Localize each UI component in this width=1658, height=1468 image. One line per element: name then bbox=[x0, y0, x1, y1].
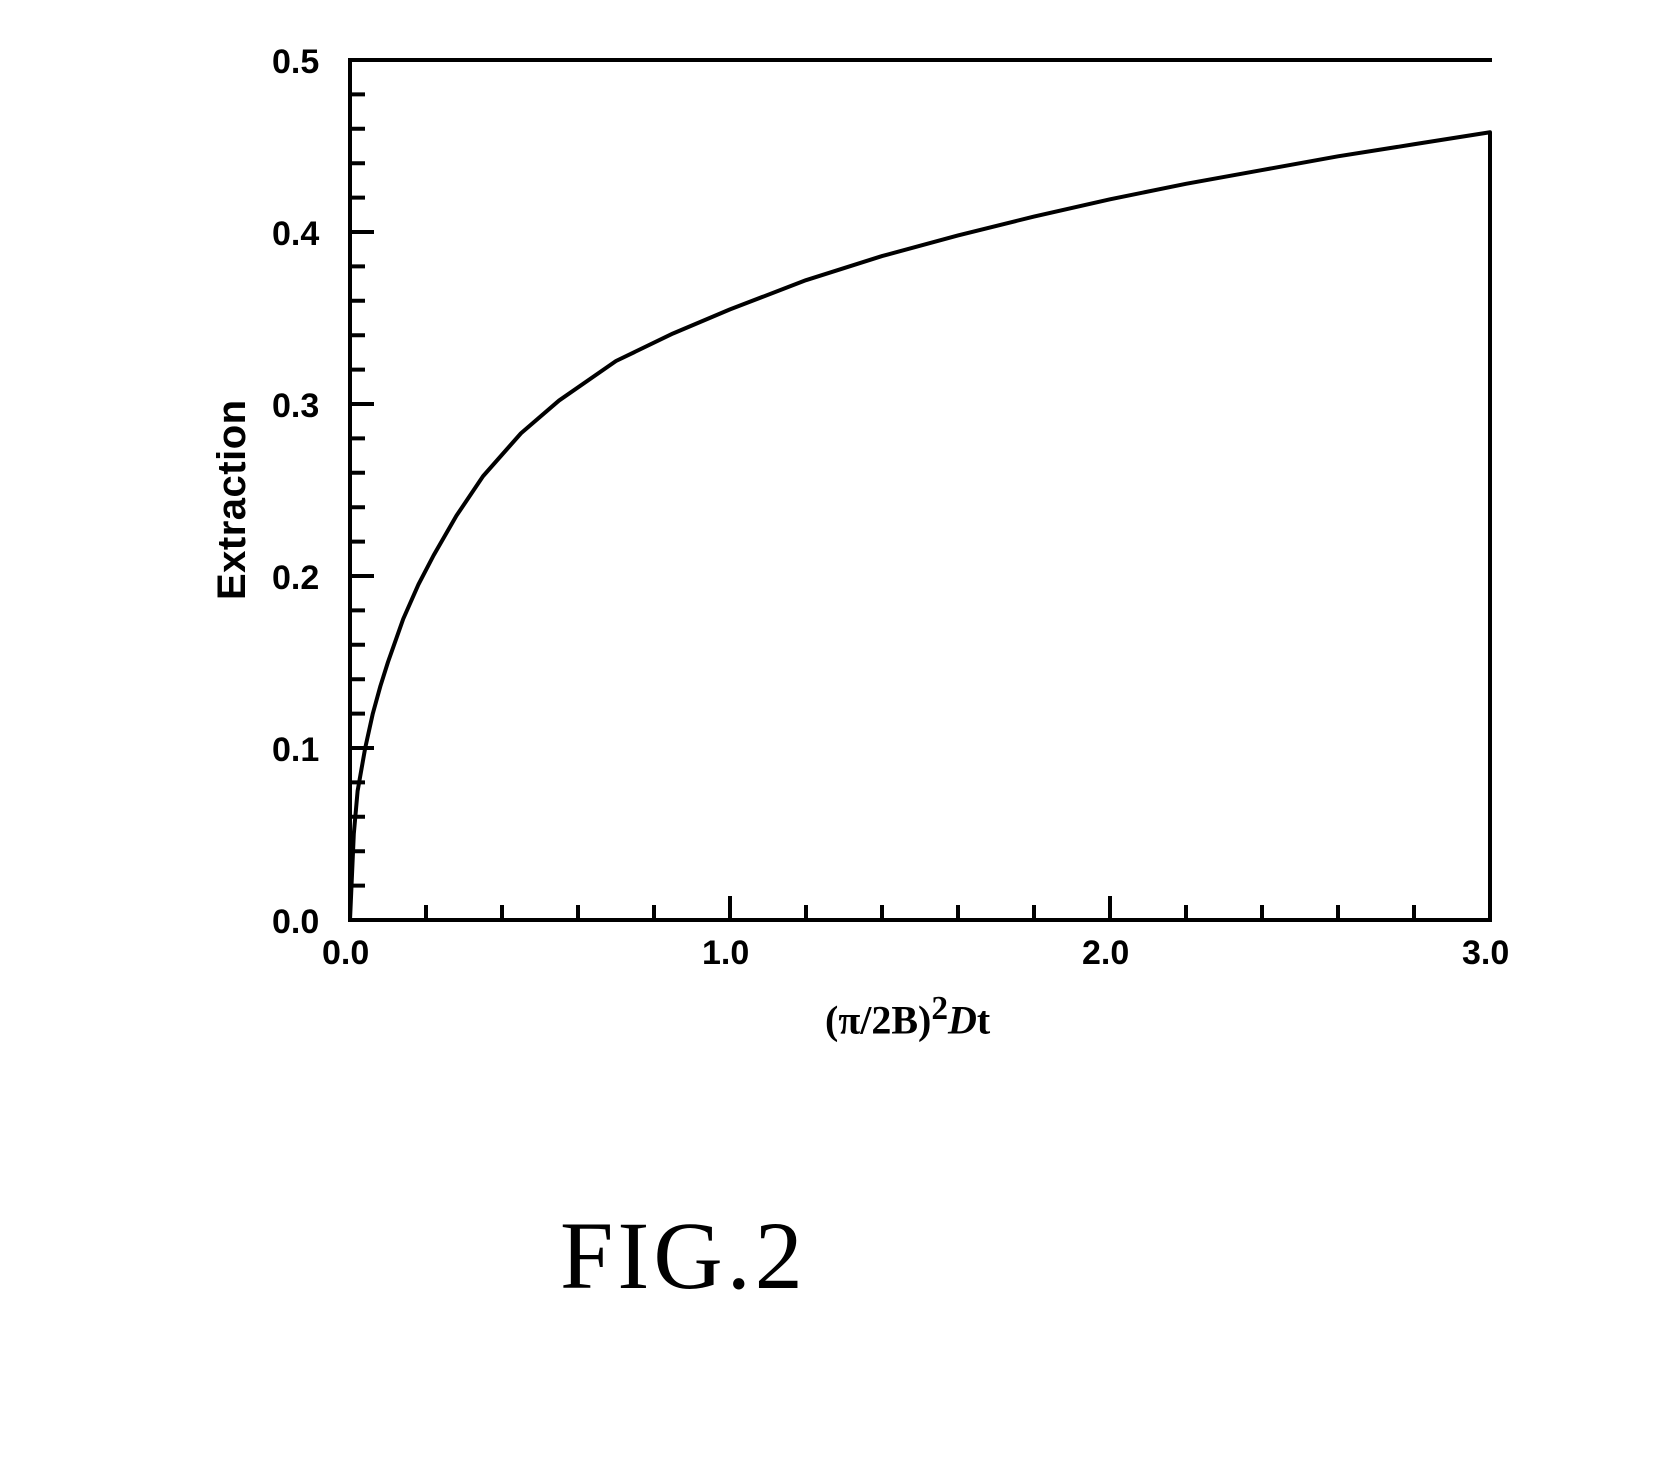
x-tick-label: 3.0 bbox=[1462, 934, 1509, 973]
y-tick-label: 0.3 bbox=[272, 387, 319, 426]
y-tick-label: 0.5 bbox=[272, 43, 319, 82]
x-axis-title-italic: D bbox=[948, 997, 977, 1042]
y-tick-label: 0.1 bbox=[272, 731, 319, 770]
x-tick-label: 0.0 bbox=[322, 934, 369, 973]
page: Extraction (π/2B)2Dt 0.0 1.0 2.0 3.0 0.0 0.1 0… bbox=[0, 0, 1658, 1468]
y-axis-title: Extraction bbox=[210, 399, 255, 600]
y-tick-label: 0.0 bbox=[272, 903, 319, 942]
chart-container: Extraction (π/2B)2Dt 0.01.02.03.00.00.10… bbox=[120, 40, 1560, 1020]
x-axis-title: (π/2B)2Dt bbox=[825, 990, 990, 1043]
x-axis-title-exponent: 2 bbox=[931, 990, 948, 1027]
series-line bbox=[350, 132, 1490, 920]
extraction-chart bbox=[120, 40, 1560, 1020]
y-tick-label: 0.2 bbox=[272, 559, 319, 598]
x-axis-title-suffix: t bbox=[977, 997, 990, 1042]
figure-caption: FIG.2 bbox=[560, 1200, 807, 1311]
y-tick-label: 0.4 bbox=[272, 215, 319, 254]
x-tick-label: 1.0 bbox=[702, 934, 749, 973]
x-tick-label: 2.0 bbox=[1082, 934, 1129, 973]
x-axis-title-prefix: (π/2B) bbox=[825, 997, 931, 1042]
